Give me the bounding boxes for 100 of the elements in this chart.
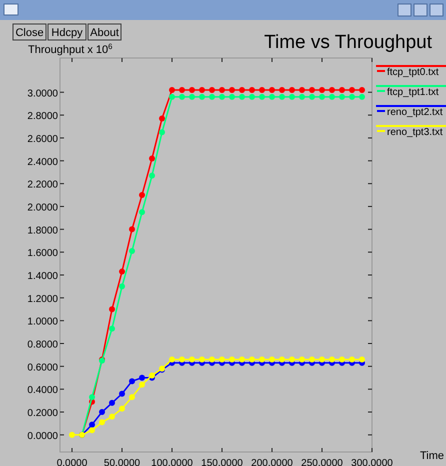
point: [279, 86, 285, 93]
y-tick-label: 2.6000: [27, 134, 58, 145]
point: [179, 94, 185, 100]
point: [309, 356, 315, 362]
point: [109, 414, 115, 420]
point: [279, 356, 285, 362]
point: [359, 94, 365, 100]
legend-label: ftcp_tpt1.txt: [387, 87, 439, 98]
point: [189, 86, 195, 93]
point: [89, 427, 95, 434]
point: [149, 156, 155, 162]
point: [69, 432, 75, 438]
point: [199, 356, 205, 362]
point: [139, 209, 145, 216]
y-axis-title: Throughput x 10$^{6}$: [28, 42, 112, 56]
point: [209, 94, 215, 100]
point: [349, 94, 355, 100]
point: [169, 86, 175, 93]
point: [119, 406, 125, 412]
text: About: [90, 27, 119, 39]
point: [319, 356, 325, 362]
point: [349, 86, 355, 93]
point: [329, 86, 335, 93]
point: [239, 86, 245, 93]
point: [89, 394, 95, 400]
point: [189, 94, 195, 100]
y-tick-label: 0.6000: [27, 362, 58, 374]
point: [249, 94, 255, 100]
point: [259, 94, 265, 100]
point: [269, 86, 275, 93]
point: [269, 94, 275, 100]
point: [199, 94, 205, 100]
x-tick-label: 300.0000: [351, 458, 394, 466]
x-axis-title: Time: [420, 450, 444, 462]
point: [179, 86, 185, 93]
point: [139, 192, 145, 198]
point: [109, 326, 115, 332]
point: [239, 94, 245, 100]
point: [239, 356, 245, 362]
point: [149, 372, 155, 378]
point: [129, 226, 135, 232]
y-tick-label: 2.0000: [27, 202, 58, 214]
point: [159, 129, 165, 136]
point: [99, 409, 105, 416]
point: [299, 86, 305, 93]
point: [289, 94, 295, 100]
point: [199, 86, 205, 93]
point: [289, 86, 295, 93]
point: [189, 356, 195, 362]
x-tick-label: 100.0000: [151, 458, 194, 466]
point: [129, 394, 135, 400]
x-tick-label: 0.0000: [56, 458, 88, 466]
point: [139, 374, 145, 381]
y-tick-label: 0.4000: [27, 385, 58, 396]
point: [219, 94, 225, 100]
x-tick-label: 50.0000: [104, 458, 141, 466]
text: Hdcpy: [51, 27, 84, 39]
y-tick-label: 1.0000: [27, 316, 58, 328]
y-tick-label: 1.4000: [27, 270, 58, 282]
legend-label: ftcp_tpt0.txt: [387, 67, 439, 78]
point: [319, 86, 325, 93]
point: [129, 378, 135, 384]
legend-label: reno_tpt2.txt: [387, 107, 443, 118]
point: [139, 382, 145, 388]
point: [119, 390, 125, 397]
point: [179, 356, 185, 362]
point: [209, 356, 215, 362]
point: [359, 86, 365, 93]
point: [219, 356, 225, 362]
point: [339, 86, 345, 93]
x-tick-label: 250.0000: [301, 458, 344, 466]
y-tick-label: 0.8000: [27, 340, 58, 351]
point: [259, 356, 265, 362]
point: [289, 356, 295, 362]
point: [299, 94, 305, 100]
y-tick-label: 2.4000: [27, 156, 58, 168]
point: [359, 356, 365, 362]
point: [209, 86, 215, 93]
point: [309, 86, 315, 93]
point: [269, 356, 275, 362]
point: [119, 283, 125, 290]
point: [349, 356, 355, 362]
point: [109, 400, 115, 406]
point: [329, 356, 335, 362]
point: [169, 94, 175, 100]
y-tick-label: 1.8000: [27, 225, 58, 236]
chart-title: Time vs Throughput: [264, 32, 433, 53]
point: [229, 94, 235, 100]
point: [159, 116, 165, 122]
y-tick-label: 3.0000: [27, 88, 58, 100]
point: [229, 86, 235, 93]
point: [109, 306, 115, 312]
text: Close: [15, 27, 44, 39]
point: [329, 94, 335, 100]
point: [249, 356, 255, 362]
y-tick-label: 1.2000: [27, 294, 58, 305]
x-tick-label: 200.0000: [251, 458, 294, 466]
point: [339, 94, 345, 100]
point: [169, 356, 175, 362]
point: [89, 422, 95, 428]
